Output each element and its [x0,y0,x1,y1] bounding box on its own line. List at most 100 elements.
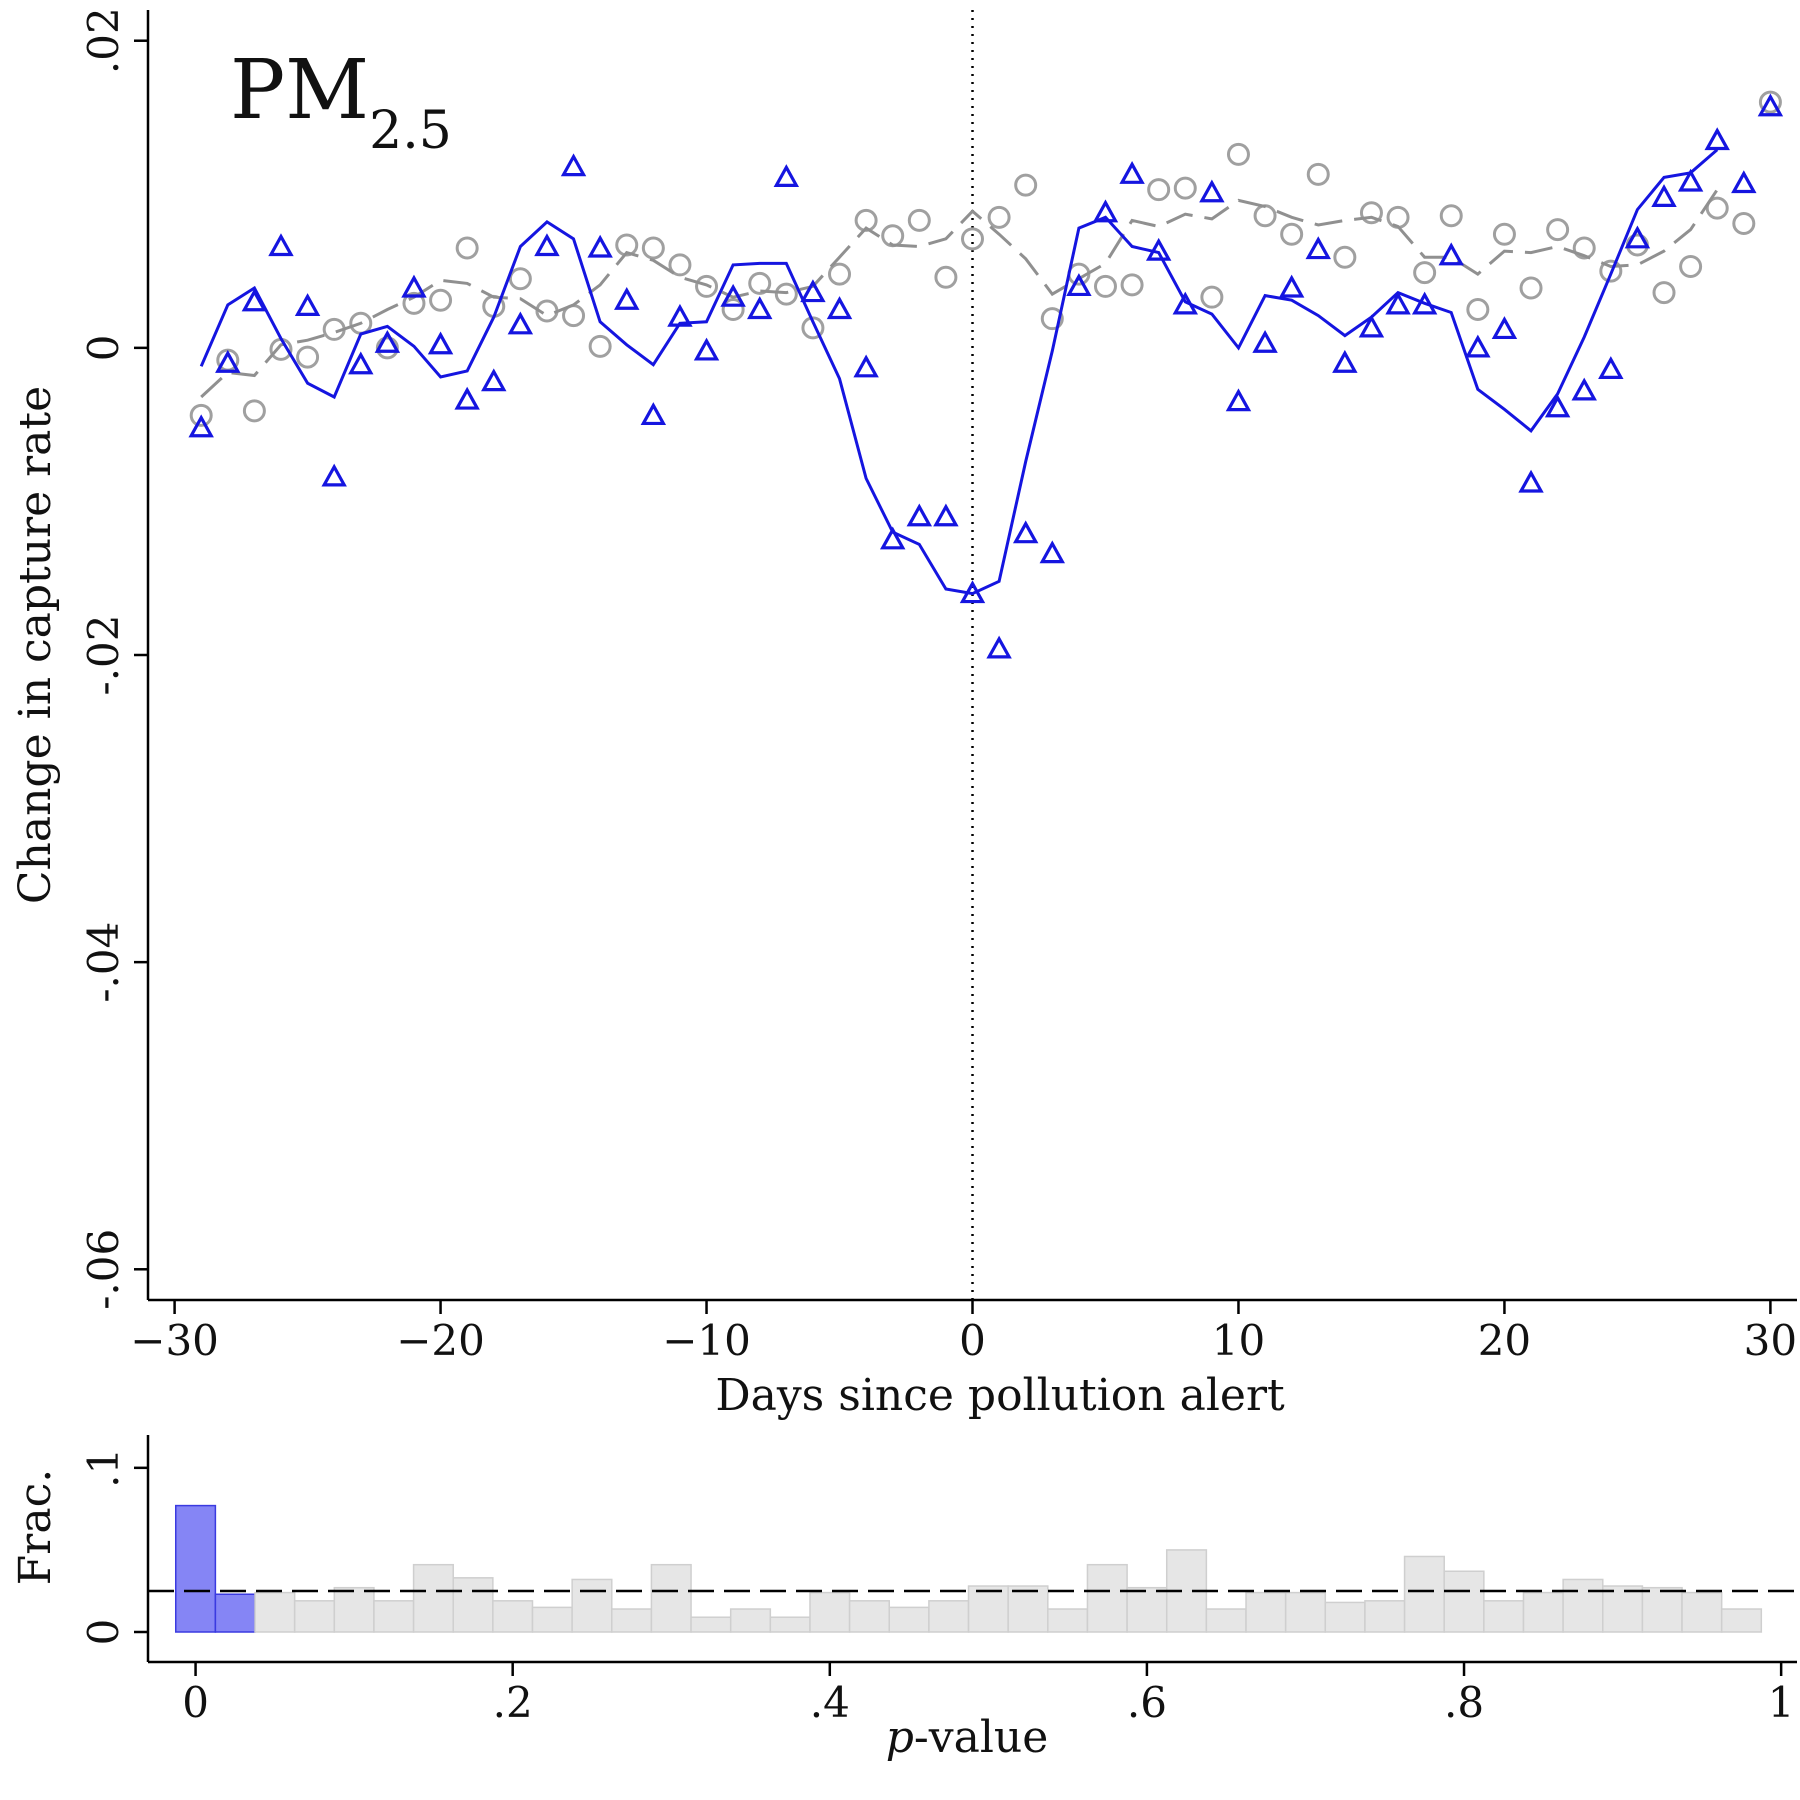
histogram-bar-highlight [174,1504,217,1633]
blue-triangle-point [215,349,241,373]
blue-triangle-point [534,233,560,257]
histogram-bar [650,1563,692,1633]
gray-circle-point [961,227,984,251]
blue-triangle-point [1172,291,1198,315]
histogram-bar [452,1577,494,1633]
blue-triangle-point [374,329,401,353]
panel-title-main: PM [230,43,369,138]
blue-triangle-point [826,296,853,320]
x-tick-label: 20 [1478,1316,1531,1365]
blue-triangle-point [1518,469,1544,493]
blue-triangle-point [268,233,294,257]
blue-triangle-point [986,635,1012,659]
gray-circle-point [774,282,798,306]
gray-circle-point [907,208,931,232]
blue-triangle-point [560,153,587,177]
blue-triangle-point [1544,394,1571,418]
gray-circle-point [801,316,825,340]
histogram-y-tick-label: .1 [79,1448,128,1488]
gray-circle-point [508,267,532,291]
panel-title-subscript: 2.5 [369,101,452,161]
gray-circle-point [1120,273,1144,297]
histogram-y-tick-label: 0 [79,1619,128,1646]
histogram-bar [690,1616,732,1633]
gray-circle-point [1226,142,1250,166]
histogram-bar [928,1600,970,1633]
blue-triangle-point [348,351,374,375]
gray-circle-point [1546,218,1570,242]
blue-triangle-point [321,463,347,487]
gray-circle-point [1599,259,1623,283]
blue-triangle-point [1651,184,1677,207]
blue-triangle-point [693,337,720,361]
histogram-bar [1007,1585,1049,1633]
gray-circle-point [1333,245,1357,269]
histogram-bars [174,1504,1763,1633]
histogram-bar [1047,1608,1089,1633]
gray-circle-point [1705,196,1729,220]
gray-circle-point [1359,201,1383,225]
histogram-bar [492,1600,534,1633]
blue-triangle-point [481,368,507,392]
gray-circle-point [429,288,453,312]
blue-triangle-point [1491,316,1518,340]
gray-circle-point [402,291,426,315]
histogram-bar [888,1606,930,1633]
blue-triangle-point [188,414,214,438]
gray-circle-point [1040,307,1064,331]
gray-circle-point [1253,204,1277,228]
gray-circle-point [588,334,612,358]
histogram-bar [1443,1570,1485,1633]
gray-circle-point [641,236,665,260]
blue-triangle-point [1438,242,1464,266]
histogram-bar [1602,1585,1644,1633]
histogram-bar [1324,1601,1366,1633]
blue-triangle-point [454,386,480,410]
blue-triangle-point [1119,161,1145,184]
main-panel: −30 −20 −10 0 10 20 30 .02 0 -.02 -.04 -.06 PM2.5 D… [10,7,1797,1421]
blue-triangle-point [959,580,986,604]
blue-triangle-point [1598,356,1624,379]
blue-triangle-point [427,331,454,355]
histogram-bar [611,1608,653,1633]
gray-circle-point [1732,211,1756,235]
x-tick-label: 0 [959,1316,986,1365]
gray-circle-point [668,253,692,277]
gray-circle-point [1652,281,1676,305]
histogram-y-axis-label: Frac. [10,1469,61,1585]
blue-triangle-point [1385,291,1411,315]
blue-triangle-point [773,164,800,187]
gray-circle-point [934,265,958,289]
gray-smoothed-dashed-line [200,188,1719,399]
blue-triangle-point [587,234,613,258]
blue-triangle-point [1252,329,1278,353]
histogram-bar [1522,1591,1564,1633]
blue-smoothed-line [199,148,1719,596]
histogram-bar [412,1563,454,1633]
histogram-bar [531,1606,573,1633]
blue-triangle-point [241,288,268,312]
gray-circle-point [1439,204,1463,228]
blue-triangle-point [1199,179,1225,203]
x-tick-label: −30 [130,1316,219,1365]
histogram-bar [1126,1586,1168,1633]
gray-circle-point [1386,205,1410,229]
gray-circle-point [1758,90,1782,114]
x-axis-label: Days since pollution alert [715,1370,1285,1421]
blue-triangle-point [1411,291,1438,315]
histogram-x-tick-label: .4 [810,1678,850,1727]
x-tick-label: 10 [1212,1316,1265,1365]
blue-triangle-point [1039,540,1066,564]
blue-triangle-point [507,311,534,335]
blue-triangle-point [1332,349,1358,373]
blue-triangle-point [879,526,906,550]
gray-circle-point [1492,222,1516,246]
y-axis-label: Change in capture rate [10,386,61,904]
gray-circle-point [1147,178,1171,202]
histogram-bar [1245,1591,1287,1633]
blue-triangle-point [1571,377,1597,401]
histogram-bar-highlight [214,1593,256,1633]
gray-circle-point [1014,173,1038,197]
